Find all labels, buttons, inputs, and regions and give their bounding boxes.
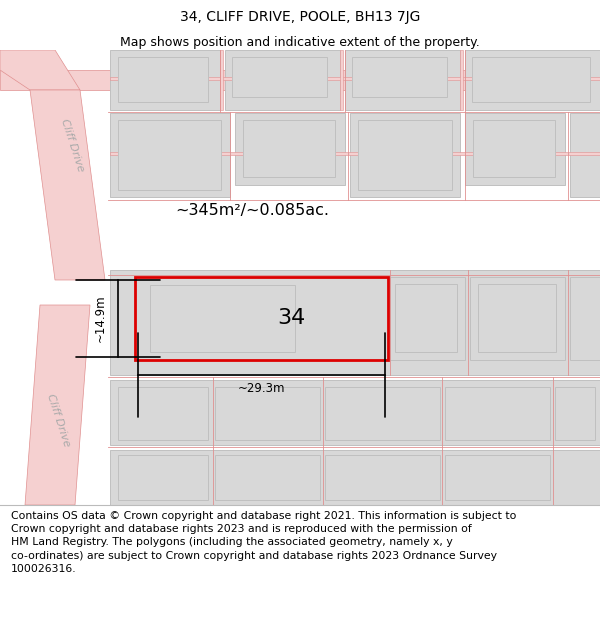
Polygon shape <box>110 113 230 197</box>
Bar <box>215 455 320 500</box>
Bar <box>325 387 440 440</box>
Bar <box>352 57 447 97</box>
Polygon shape <box>110 152 600 155</box>
Bar <box>135 277 388 360</box>
Text: ~345m²/~0.085ac.: ~345m²/~0.085ac. <box>175 202 329 217</box>
Polygon shape <box>0 70 600 90</box>
Polygon shape <box>350 113 460 197</box>
Bar <box>555 387 595 440</box>
Polygon shape <box>0 50 80 90</box>
Polygon shape <box>25 305 90 505</box>
Text: Map shows position and indicative extent of the property.: Map shows position and indicative extent… <box>120 36 480 49</box>
Polygon shape <box>110 50 220 110</box>
Polygon shape <box>340 50 343 110</box>
Polygon shape <box>225 50 340 110</box>
Bar <box>472 57 590 102</box>
Text: Contains OS data © Crown copyright and database right 2021. This information is : Contains OS data © Crown copyright and d… <box>11 511 516 574</box>
Text: ~29.3m: ~29.3m <box>238 381 285 394</box>
Polygon shape <box>235 113 345 185</box>
Bar <box>150 285 295 352</box>
Polygon shape <box>465 113 565 185</box>
Bar <box>445 455 550 500</box>
Bar <box>118 120 221 190</box>
Polygon shape <box>570 277 600 360</box>
Bar <box>325 455 440 500</box>
Bar <box>358 120 452 190</box>
Polygon shape <box>110 270 600 375</box>
Bar <box>215 387 320 440</box>
Bar <box>445 387 550 440</box>
Polygon shape <box>30 90 105 280</box>
Polygon shape <box>220 50 223 110</box>
Polygon shape <box>110 450 600 505</box>
Polygon shape <box>110 380 600 445</box>
Polygon shape <box>110 77 600 80</box>
Bar <box>478 284 556 352</box>
Polygon shape <box>570 113 600 197</box>
Text: Cliff Drive: Cliff Drive <box>59 118 85 172</box>
Polygon shape <box>390 277 465 360</box>
Bar <box>118 455 208 500</box>
Text: ~14.9m: ~14.9m <box>94 294 107 343</box>
Bar <box>232 57 327 97</box>
Polygon shape <box>345 50 460 110</box>
Text: 34: 34 <box>277 309 305 329</box>
Text: 34, CLIFF DRIVE, POOLE, BH13 7JG: 34, CLIFF DRIVE, POOLE, BH13 7JG <box>180 10 420 24</box>
Bar <box>118 387 208 440</box>
Bar <box>473 120 555 177</box>
Text: Cliff Drive: Cliff Drive <box>45 392 71 448</box>
Bar <box>395 284 457 352</box>
Polygon shape <box>460 50 463 110</box>
Bar <box>243 120 335 177</box>
Bar <box>118 57 208 102</box>
Polygon shape <box>470 277 565 360</box>
Polygon shape <box>465 50 600 110</box>
